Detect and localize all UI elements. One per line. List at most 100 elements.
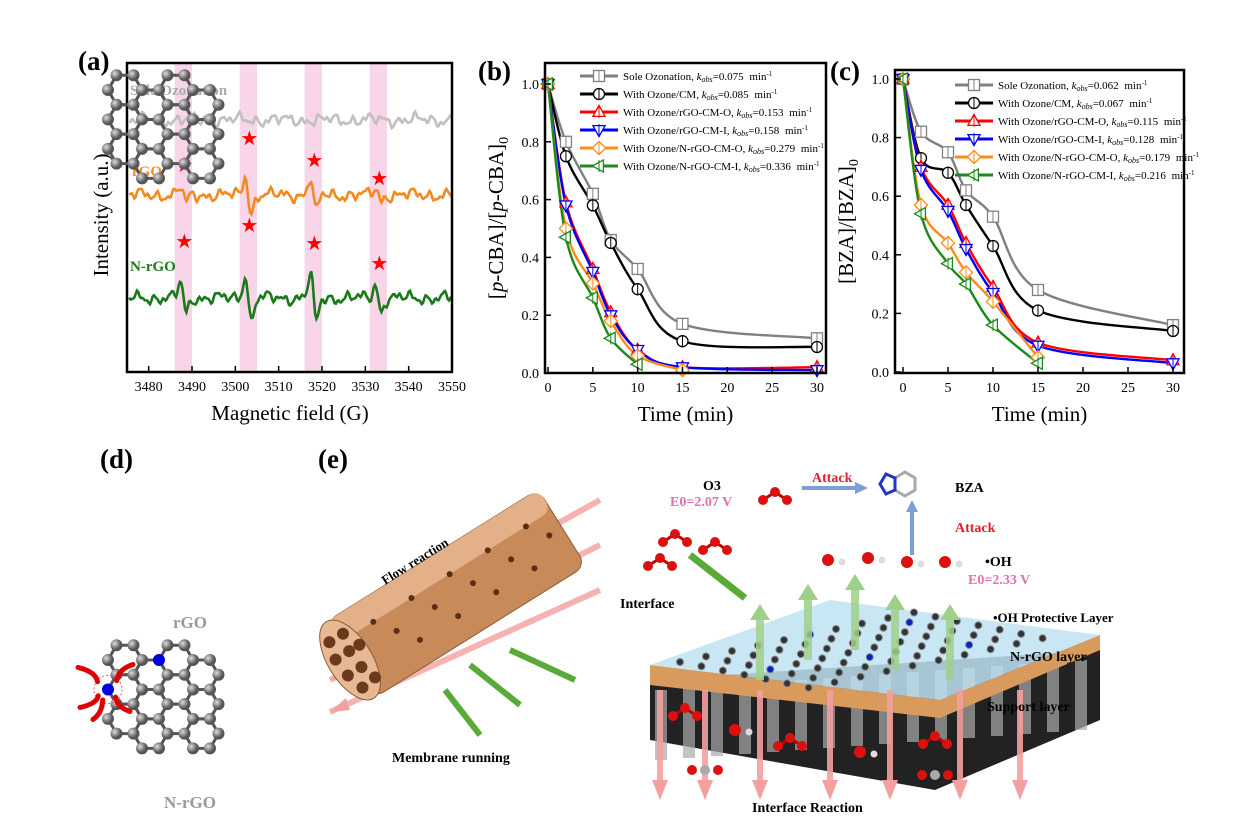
- interface-label: Interface: [620, 597, 674, 612]
- support-pillar: [683, 688, 695, 758]
- legend-kobs-value: 0.179: [1145, 152, 1170, 164]
- y-axis-label-part: p: [484, 282, 508, 295]
- x-tick-label: 30: [810, 381, 824, 396]
- carbon-site: [913, 651, 922, 660]
- carbon-atom: [187, 84, 199, 96]
- radical-arrow-head: [845, 574, 865, 590]
- legend-unit-exponent: -1: [1147, 97, 1153, 105]
- x-tick-label: 30: [1166, 381, 1180, 396]
- triangle-left-marker: [557, 230, 571, 245]
- carbon-site: [702, 652, 710, 661]
- carbon-atom: [204, 113, 216, 126]
- membrane-running-label: Membrane running: [392, 751, 510, 766]
- legend-kobs-value: 0.062: [1094, 80, 1119, 92]
- carbon-atom: [136, 712, 148, 725]
- legend-rate-subscript: obs: [749, 165, 760, 174]
- pore: [455, 613, 462, 620]
- legend-entry: With Ozone/rGO-CM-I, kobs=0.128 min-1: [998, 133, 1183, 147]
- carbon-site: [844, 648, 853, 657]
- carbon-atom: [204, 683, 216, 696]
- carbon-atom: [204, 654, 216, 666]
- hydroxyl-oxygen: [822, 554, 834, 566]
- carbon-atom: [127, 128, 140, 141]
- legend-eq: =: [753, 107, 759, 119]
- legend-unit: min: [1127, 98, 1147, 110]
- downward-flow-arrow-head: [752, 780, 768, 800]
- channel-hole: [329, 653, 342, 666]
- carbon-site: [986, 645, 995, 654]
- carbon-site: [974, 621, 983, 630]
- legend-series-name: With Ozone/rGO-CM-I: [623, 125, 727, 137]
- radical-arrow-head: [750, 604, 770, 620]
- carbon-atom: [102, 142, 114, 155]
- flow-arrow-head: [330, 698, 350, 712]
- legend-sep: ,: [1102, 134, 1108, 146]
- legend-sep: ,: [1071, 98, 1077, 110]
- carbon-site: [770, 655, 779, 664]
- attack-label-1: Attack: [812, 471, 853, 486]
- legend-unit: min: [1161, 116, 1181, 128]
- ozone-molecule: [770, 487, 780, 497]
- radical-arrow-head: [885, 594, 905, 610]
- oh-protective-layer-label: •OH Protective Layer: [993, 610, 1114, 625]
- carbon-site: [728, 647, 736, 655]
- pore: [469, 580, 476, 587]
- carbon-atom: [178, 98, 191, 111]
- carbon-atom: [136, 654, 148, 666]
- hydroxyl-oxygen: [854, 746, 866, 758]
- carbon-site: [917, 642, 926, 651]
- y-tick-label: 1.0: [522, 78, 540, 93]
- nitrogen-site: [905, 618, 914, 627]
- carbon-site: [796, 650, 805, 659]
- co2-oxygen: [713, 765, 723, 775]
- legend-sep: ,: [1113, 170, 1119, 182]
- legend-entry: With Ozone/rGO-CM-O, kobs=0.153 min-1: [623, 106, 813, 120]
- triangle-left-marker: [895, 71, 909, 87]
- y-axis-label: Intensity (a.u.): [89, 153, 113, 276]
- carbon-atom: [102, 712, 114, 725]
- o3-label: O3: [703, 479, 721, 494]
- hydroxyl-oxygen: [901, 556, 913, 568]
- legend-kobs-value: 0.085: [724, 89, 749, 101]
- ozone-molecule: [658, 537, 668, 547]
- electron-transfer-arrow: [77, 693, 101, 710]
- legend-rate-symbol: k: [732, 125, 738, 137]
- pore: [370, 618, 377, 625]
- carbon-atom: [136, 113, 148, 126]
- electron-transfer-arrow: [75, 664, 100, 685]
- electron-transfer-arrow: [113, 694, 133, 714]
- legend-entry: Sole Ozonation, kobs=0.075 min-1: [623, 70, 773, 84]
- carbon-atom: [161, 668, 174, 681]
- triangle-left-marker: [940, 256, 954, 271]
- bza-molecule: [878, 470, 917, 498]
- legend-kobs-value: 0.067: [1099, 98, 1124, 110]
- carbon-atom: [212, 727, 225, 740]
- carbon-site: [858, 619, 866, 628]
- hydroxyl-oxygen: [862, 552, 874, 564]
- carbon-site: [908, 661, 917, 670]
- legend-rate-subscript: obs: [753, 147, 764, 156]
- support-pillar: [767, 682, 779, 752]
- legend-rate-subscript: obs: [737, 129, 748, 138]
- legend-eq: =: [1123, 134, 1129, 146]
- downward-flow-arrow-head: [882, 780, 898, 800]
- carbon-atom: [102, 113, 114, 126]
- x-tick-label: 5: [945, 381, 952, 396]
- legend-rate-symbol: k: [1119, 170, 1125, 182]
- highlight-band: [369, 64, 387, 371]
- carbon-atom: [178, 128, 191, 141]
- fit-curve: [546, 83, 818, 349]
- legend-series-name: With Ozone/rGO-CM-I: [998, 134, 1102, 146]
- n-rgo-layer-label: N-rGO layer: [1010, 650, 1087, 665]
- carbon-atom: [161, 128, 174, 141]
- pore: [446, 571, 453, 578]
- carbon-atom: [187, 742, 199, 755]
- carbon-atom: [136, 172, 148, 185]
- nitrogen-atom: [153, 654, 165, 666]
- y-axis-label-part: -CBA]: [484, 144, 508, 201]
- x-tick-label: 0: [545, 381, 552, 396]
- radical-arrow-head: [940, 604, 960, 620]
- carbon-site: [723, 656, 732, 665]
- x-tick-label: 3510: [265, 380, 293, 395]
